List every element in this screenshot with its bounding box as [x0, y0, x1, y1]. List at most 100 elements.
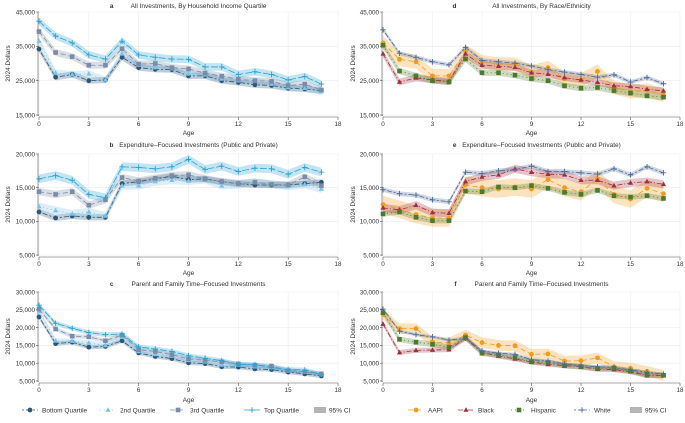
legend-label: Hispanic [531, 408, 557, 415]
data-point [86, 191, 92, 198]
panel-c: c Parent and Family Time–Focused Investme… [5, 281, 342, 404]
data-point [186, 356, 191, 362]
data-point [660, 371, 667, 378]
data-point [396, 328, 403, 334]
x-tick-label: 12 [235, 261, 243, 268]
data-point [169, 173, 175, 178]
data-point [219, 73, 225, 79]
data-point [594, 363, 601, 370]
x-tick-label: 18 [334, 121, 342, 128]
data-point [611, 72, 617, 78]
ci-band-top-quartile [39, 302, 322, 377]
data-point [380, 43, 386, 48]
data-point [135, 164, 142, 171]
data-point [413, 202, 419, 207]
data-point [413, 331, 419, 338]
ci-band-3rd-quartile [39, 171, 322, 209]
data-point [462, 335, 469, 342]
data-point [169, 177, 175, 183]
x-tick-label: 0 [37, 121, 41, 128]
data-point [462, 169, 469, 175]
x-tick-label: 18 [676, 121, 684, 128]
data-point [595, 68, 600, 74]
data-point [169, 348, 175, 355]
data-point [396, 190, 403, 197]
data-point [86, 52, 92, 58]
ci-band-white [383, 163, 664, 205]
x-tick-label: 12 [577, 387, 585, 394]
x-tick-label: 12 [577, 261, 585, 268]
data-point [252, 78, 258, 83]
data-point [380, 310, 386, 315]
data-point [561, 168, 568, 175]
data-point [301, 164, 308, 171]
data-point [235, 71, 242, 78]
series-hispanic [380, 183, 666, 223]
data-point [119, 51, 125, 56]
ci-swatch [314, 407, 326, 413]
data-point [53, 337, 59, 343]
ci-band-hispanic [383, 309, 664, 379]
y-tick-label: 15,000 [16, 185, 36, 192]
data-point [169, 163, 175, 170]
data-point [413, 339, 419, 345]
ci-band-aapi [383, 36, 664, 102]
data-point [545, 66, 551, 73]
data-point [301, 73, 308, 80]
data-point [529, 76, 534, 81]
y-tick-label: 25,000 [16, 78, 36, 85]
series-line [38, 174, 322, 206]
y-tick-label: 30,000 [360, 289, 380, 296]
data-point [496, 70, 501, 76]
data-point [102, 56, 109, 62]
data-point [496, 184, 501, 190]
data-point [446, 218, 452, 223]
data-point [169, 56, 175, 62]
data-point [529, 351, 534, 357]
data-point [302, 81, 308, 87]
data-point [102, 213, 109, 218]
y-tick-label: 35,000 [360, 44, 380, 51]
series-line [382, 42, 664, 96]
data-point [545, 71, 551, 76]
data-point [479, 185, 485, 191]
panel-letter: c [110, 281, 114, 288]
data-point [152, 61, 158, 66]
x-axis-label: Age [183, 397, 195, 404]
data-point [380, 27, 386, 33]
data-point [660, 170, 667, 176]
data-point [319, 183, 324, 188]
legend-marker [463, 407, 469, 412]
data-point [86, 71, 92, 76]
data-point [219, 182, 225, 188]
legend-marker [516, 407, 522, 413]
data-point [397, 209, 402, 215]
data-point [219, 179, 225, 184]
data-point [578, 77, 584, 82]
data-point [463, 188, 468, 194]
data-point [496, 343, 501, 348]
x-tick-label: 12 [577, 121, 585, 128]
y-tick-label: 25,000 [360, 307, 380, 314]
data-point [103, 338, 108, 344]
series-white [380, 306, 667, 378]
series-line [38, 308, 322, 375]
data-point [528, 169, 535, 174]
x-tick-label: 15 [627, 387, 635, 394]
data-point [429, 334, 436, 340]
legend-item: 3rd Quartile [170, 408, 224, 415]
y-tick-label: 15,000 [16, 343, 36, 350]
data-point [479, 70, 485, 76]
data-point [611, 364, 617, 371]
data-point [269, 182, 274, 187]
data-point [446, 340, 452, 346]
series-white [380, 27, 667, 87]
data-point [611, 182, 617, 188]
legend-label: Bottom Quartile [42, 408, 88, 415]
data-point [512, 355, 518, 360]
data-point [169, 65, 175, 70]
data-point [595, 355, 600, 361]
data-point [236, 76, 241, 82]
data-point [578, 170, 584, 176]
data-point [594, 74, 601, 81]
